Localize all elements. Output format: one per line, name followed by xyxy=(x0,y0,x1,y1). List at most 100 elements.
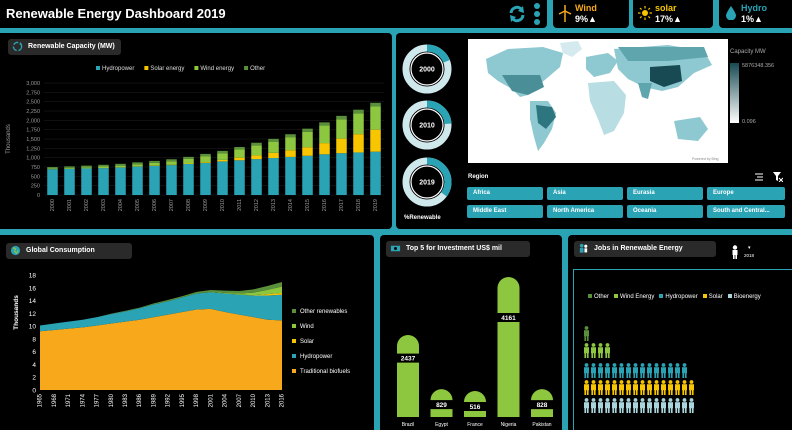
capacity-y-tick: 3,000 xyxy=(26,81,40,87)
jobs-legend-item: Hydropower xyxy=(659,294,698,300)
capacity-bar-segment xyxy=(183,156,194,159)
jobs-legend-item: Other xyxy=(588,294,609,300)
jobs-person-icon xyxy=(640,363,645,378)
capacity-bar-segment xyxy=(183,164,194,195)
investment-country-label: Nigeria xyxy=(501,422,517,428)
capacity-bar-segment xyxy=(285,134,296,138)
consumption-y-tick: 8 xyxy=(32,336,36,343)
capacity-legend-label: Solar energy xyxy=(150,66,184,72)
europe-shape xyxy=(586,53,618,77)
world-map[interactable]: Powered by Bing xyxy=(468,39,728,163)
jobs-legend-swatch xyxy=(588,294,592,299)
consumption-title: Global Consumption xyxy=(26,247,95,254)
jobs-person-icon xyxy=(584,363,589,378)
usa-shape xyxy=(502,75,544,95)
capacity-y-axis-label: Thousands xyxy=(6,124,12,154)
capacity-bar-segment xyxy=(200,162,211,163)
capacity-legend-label: Wind energy xyxy=(200,66,234,72)
consumption-legend-swatch xyxy=(292,309,296,313)
jobs-person-icon xyxy=(584,398,589,413)
consumption-legend-swatch xyxy=(292,369,296,373)
capacity-bar-segment xyxy=(149,165,160,195)
consumption-y-tick: 6 xyxy=(32,349,36,356)
capacity-legend-swatch xyxy=(96,66,100,70)
capacity-bar-segment xyxy=(166,165,177,195)
consumption-x-tick: 2013 xyxy=(265,393,271,407)
capacity-y-tick: 1,000 xyxy=(26,156,40,162)
north-america-shape xyxy=(486,47,563,97)
capacity-chart: Hydropower Solar energy Wind energy Other 0 2… xyxy=(6,66,384,211)
region-button-eurasia[interactable]: Eurasia xyxy=(627,187,703,200)
capacity-bar-segment xyxy=(302,128,313,132)
capacity-bar-segment xyxy=(268,158,279,195)
region-button-south-central-america[interactable]: South and Central... xyxy=(707,205,785,218)
capacity-bar-segment xyxy=(200,156,211,163)
jobs-person-icon xyxy=(626,398,631,413)
capacity-title: Renewable Capacity (MW) xyxy=(28,43,115,50)
consumption-y-tick: 4 xyxy=(32,362,36,369)
region-button-north-america[interactable]: North America xyxy=(547,205,623,218)
jobs-person-icon xyxy=(654,398,659,413)
capacity-bar-segment xyxy=(64,167,75,169)
jobs-person-icon xyxy=(633,398,638,413)
donut-renewable-arc xyxy=(402,44,452,94)
capacity-bar-segment xyxy=(200,153,211,157)
consumption-x-tick: 1992 xyxy=(166,393,172,407)
consumption-x-tick: 1971 xyxy=(66,393,72,407)
investment-value-label: 516 xyxy=(470,404,481,411)
investment-country-label: Pakistan xyxy=(532,422,551,428)
consumption-y-tick: 14 xyxy=(29,298,37,305)
jobs-legend-swatch xyxy=(614,294,619,299)
consumption-area xyxy=(40,308,282,390)
jobs-title: Jobs in Renewable Energy xyxy=(594,245,683,252)
consumption-y-tick: 0 xyxy=(32,388,36,395)
recycle-icon xyxy=(12,41,23,52)
australia-shape xyxy=(674,117,708,141)
region-button-middle-east[interactable]: Middle East xyxy=(467,205,543,218)
region-button-oceania[interactable]: Oceania xyxy=(627,205,703,218)
capacity-bar-segment xyxy=(81,168,92,195)
capacity-y-tick: 1,750 xyxy=(26,128,40,134)
capacity-bar-segment xyxy=(132,164,143,167)
capacity-x-tick: 2005 xyxy=(135,199,141,211)
jobs-person-icon xyxy=(675,398,680,413)
jobs-person-icon xyxy=(598,343,603,358)
capacity-bar-segment xyxy=(183,163,194,165)
jobs-person-icon xyxy=(661,398,666,413)
jobs-person-icon xyxy=(619,380,624,395)
region-button-asia[interactable]: Asia xyxy=(547,187,623,200)
capacity-bar-segment xyxy=(319,143,330,155)
kpi-wind: Wind 9%▲ xyxy=(553,0,629,28)
more-options-icon[interactable] xyxy=(533,2,541,26)
capacity-x-tick: 2016 xyxy=(322,199,328,211)
capacity-bar-segment xyxy=(200,162,211,195)
capacity-bar-segment xyxy=(268,152,279,159)
investment-country-label: France xyxy=(467,422,483,428)
capacity-bar-segment xyxy=(302,155,313,195)
multi-select-icon[interactable] xyxy=(754,172,764,182)
capacity-bar-segment xyxy=(234,160,245,195)
jobs-year-selector[interactable]: ▾ 2018 xyxy=(744,245,760,261)
consumption-x-tick: 1986 xyxy=(137,393,143,407)
refresh-icon[interactable] xyxy=(507,4,527,24)
capacity-legend-swatch xyxy=(194,66,199,70)
consumption-x-tick: 1980 xyxy=(109,393,115,407)
donut-year-label: 2000 xyxy=(419,67,435,74)
kpi-wind-label: Wind xyxy=(575,3,597,13)
money-icon xyxy=(390,245,401,252)
jobs-person-icon xyxy=(612,363,617,378)
header-bar: Renewable Energy Dashboard 2019 xyxy=(0,0,547,28)
donut-renewable-arc xyxy=(402,100,452,150)
consumption-y-axis-label: Thousands xyxy=(13,295,20,330)
clear-filter-icon[interactable] xyxy=(773,172,783,182)
region-button-europe[interactable]: Europe xyxy=(707,187,785,200)
donut-inner-ring xyxy=(410,52,444,86)
investment-bar xyxy=(397,335,419,417)
capacity-bar-segment xyxy=(251,159,262,195)
consumption-x-tick: 1965 xyxy=(38,393,44,407)
jobs-legend-item: Bioenergy xyxy=(727,294,761,300)
map-legend-max: 5876348.356 xyxy=(742,63,775,69)
renewable-caption: %Renewable xyxy=(404,215,441,221)
jobs-person-icon xyxy=(675,363,680,378)
region-button-africa[interactable]: Africa xyxy=(467,187,543,200)
